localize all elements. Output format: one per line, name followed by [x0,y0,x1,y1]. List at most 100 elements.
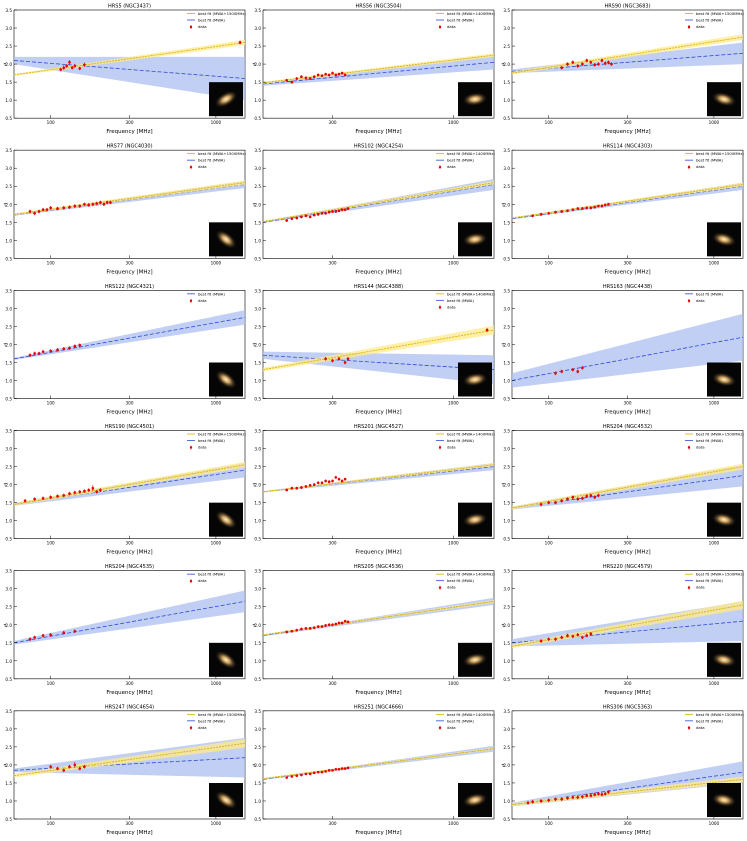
data-point [331,479,334,483]
plot-frame [262,290,495,399]
y-axis-label: τ [252,342,255,348]
legend-marker [687,25,691,29]
data-point [73,64,77,68]
data-point [68,205,71,209]
data-point [285,630,289,634]
legend-label: best fit (MWA) [198,572,225,577]
y-tick-label: 2.5 [254,605,261,610]
data-point [33,352,36,355]
y-tick-label: 2.5 [5,605,12,610]
data-point [334,767,338,771]
y-tick-label: 3.5 [503,8,510,13]
data-point [539,639,543,643]
data-point [45,208,49,211]
data-point [343,361,347,364]
y-tick-label: 2.5 [254,184,261,189]
y-tick-label: 2.0 [5,483,12,488]
panel-17: 0.5 1.0 1.5 2.0 2.5 3.0 3.5 300 1000 HRS251 (NGC4… [252,704,495,836]
y-tick-label: 0.5 [5,537,12,542]
y-tick-label: 2.5 [5,324,12,329]
y-tick-label: 2.5 [503,745,510,750]
data-point [290,80,294,84]
galaxy-image [214,510,238,530]
data-point [327,769,331,772]
data-point [300,486,303,489]
y-tick-label: 0.5 [254,537,261,542]
y-tick-label: 3.0 [5,727,12,732]
y-tick-label: 2.5 [254,465,261,470]
data-point [70,66,74,69]
plot-area [14,39,245,101]
data-point [59,68,62,71]
legend-label: best fit (MWA+1400MHz) [447,572,495,577]
data-point [308,772,312,776]
data-point [324,770,327,773]
x-axis-label: Frequency [MHz] [604,129,650,135]
x-tick-label: 100 [47,821,55,826]
x-axis-label: Frequency [MHz] [355,410,401,416]
data-point [337,477,341,481]
y-tick-label: 3.5 [503,709,510,714]
y-tick-label: 0.5 [503,537,510,542]
plot-area [512,600,743,649]
legend-label: best fit (MWA) [198,158,225,163]
y-tick-label: 1.0 [503,378,510,383]
data-point [324,357,327,361]
data-point [571,368,575,371]
y-tick-label: 1.5 [503,360,510,365]
y-tick-label: 2.5 [5,44,12,49]
y-tick-label: 2.0 [254,763,261,768]
y-tick-label: 1.0 [5,238,12,243]
legend: best fit (MWA+1400MHz)best fit (MWA) data [436,432,495,450]
galaxy-thumbnail [209,502,243,537]
x-tick-label: 300 [624,120,632,125]
data-point [320,74,324,77]
y-tick-label: 2.0 [5,62,12,67]
y-axis-label: τ [3,342,6,348]
data-point [603,203,607,207]
data-point [68,346,71,350]
data-point [37,210,41,213]
data-point [566,796,569,800]
data-point [78,490,82,494]
y-tick-label: 1.0 [5,519,12,524]
data-point [597,204,600,208]
panel-title: HRS114 (NGC4303) [603,144,652,150]
data-point [78,343,82,347]
data-point [607,790,610,794]
y-tick-label: 1.0 [254,238,261,243]
x-tick-label: 300 [126,401,134,406]
legend-label: best fit (MWA) [198,438,225,443]
y-tick-label: 1.0 [5,799,12,804]
data-point [290,629,294,633]
x-tick-label: 100 [545,120,553,125]
y-tick-label: 0.5 [503,677,510,682]
y-axis-label: τ [501,763,504,769]
data-point [560,66,564,69]
y-tick-label: 0.5 [503,256,510,261]
data-point [585,206,589,210]
x-tick-label: 1000 [211,821,222,826]
data-point [285,219,289,222]
panel-6: 0.5 1.0 1.5 2.0 2.5 3.0 3.5 100 300 1000 HRS114 (N… [501,144,744,276]
panel-1: 0.5 1.0 1.5 2.0 2.5 3.0 3.5 100 300 1000 HRS5 (NGC… [3,4,246,136]
plot-area [263,745,494,781]
y-tick-label: 3.5 [254,288,261,293]
panel-12: 0.5 1.0 1.5 2.0 2.5 3.0 3.5 100 300 1000 HRS204 (N… [501,424,744,556]
x-axis-label: Frequency [MHz] [604,410,650,416]
data-point [68,765,71,769]
galaxy-image [711,512,737,527]
data-point [597,494,600,497]
data-point [327,210,331,214]
data-point [554,501,557,504]
data-point [73,763,77,767]
data-point [304,772,308,776]
data-point [304,76,308,80]
data-point [576,64,580,68]
data-point [316,625,320,628]
plot-area [263,53,494,86]
data-point [597,62,600,66]
data-point [343,477,347,481]
x-tick-label: 300 [624,401,632,406]
plot-area [263,325,494,385]
